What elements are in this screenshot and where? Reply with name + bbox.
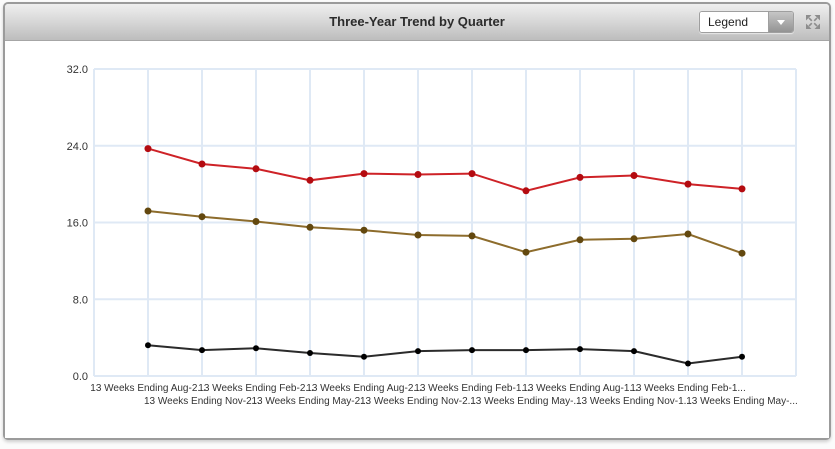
x-axis-tick-label: 13 Weeks Ending Feb-1... (414, 383, 529, 394)
black-series-data-point-marker[interactable] (523, 347, 529, 354)
x-axis-tick-label: 13 Weeks Ending Feb-2... (198, 383, 313, 394)
black-series-data-point-marker[interactable] (685, 360, 691, 367)
x-axis-tick-label: 13 Weeks Ending May-... (470, 396, 582, 407)
y-axis-tick-label: 8.0 (73, 294, 88, 306)
black-series-data-point-marker[interactable] (739, 353, 745, 360)
olive-series-line (147, 210, 743, 255)
y-axis-tick-label: 0.0 (73, 371, 88, 383)
black-series-data-point-marker[interactable] (361, 353, 367, 360)
olive-series-data-point-marker[interactable] (198, 213, 206, 221)
red-series-line (147, 147, 743, 192)
black-series-data-point-marker[interactable] (577, 346, 583, 353)
olive-series-data-point-marker[interactable] (360, 226, 368, 234)
chart-panel: Three-Year Trend by Quarter Legend (3, 2, 831, 440)
legend-dropdown[interactable]: Legend (699, 11, 794, 33)
red-series-data-point-marker[interactable] (738, 185, 746, 193)
x-axis-tick-label: 13 Weeks Ending Feb-1... (630, 383, 745, 394)
red-series-data-point-marker[interactable] (252, 165, 260, 173)
y-axis-tick-label: 16.0 (67, 218, 88, 230)
x-axis-tick-label: 13 Weeks Ending Aug-2... (90, 383, 205, 394)
olive-series-data-point-marker[interactable] (414, 231, 422, 239)
olive-series-data-point-marker[interactable] (144, 207, 152, 215)
x-axis-tick-label: 13 Weeks Ending Aug-2... (306, 383, 421, 394)
red-series-data-point-marker[interactable] (144, 145, 152, 153)
olive-series-data-point-marker[interactable] (576, 236, 584, 244)
x-axis-tick-label: 13 Weeks Ending Nov-2... (360, 396, 476, 407)
olive-series-data-point-marker[interactable] (468, 232, 476, 240)
olive-series-data-point-marker[interactable] (522, 248, 530, 256)
x-axis-tick-label: 13 Weeks Ending Nov-1... (576, 396, 692, 407)
legend-dropdown-button[interactable] (768, 12, 793, 32)
maximize-icon[interactable] (805, 14, 821, 30)
red-series-data-point-marker[interactable] (522, 187, 530, 195)
black-series-data-point-marker[interactable] (253, 345, 259, 352)
black-series-data-point-marker[interactable] (469, 347, 475, 354)
red-series-data-point-marker[interactable] (576, 173, 584, 181)
olive-series-data-point-marker[interactable] (306, 223, 314, 231)
red-series-data-point-marker[interactable] (306, 176, 314, 184)
chevron-down-icon (777, 19, 785, 25)
x-axis-tick-label: 13 Weeks Ending May-... (686, 396, 798, 407)
header-controls: Legend (699, 11, 821, 33)
red-series-data-point-marker[interactable] (468, 170, 476, 178)
chart-area: 0.0 8.0 16.0 24.0 32.0 13 Weeks Ending Aug-2.… (5, 41, 829, 438)
x-axis-tick-label: 13 Weeks Ending May-2... (251, 396, 368, 407)
red-series-data-point-marker[interactable] (630, 172, 638, 179)
black-series-data-point-marker[interactable] (631, 348, 637, 355)
y-axis-tick-label: 32.0 (67, 64, 88, 76)
red-series-data-point-marker[interactable] (198, 160, 206, 168)
chart-header: Three-Year Trend by Quarter Legend (5, 4, 829, 41)
y-axis-tick-label: 24.0 (67, 141, 88, 153)
chart-title: Three-Year Trend by Quarter (329, 14, 505, 29)
red-series-data-point-marker[interactable] (684, 180, 692, 188)
black-series-data-point-marker[interactable] (199, 347, 205, 354)
olive-series-data-point-marker[interactable] (630, 235, 638, 243)
black-series-line (147, 344, 743, 365)
red-series-data-point-marker[interactable] (414, 171, 422, 178)
red-series-data-point-marker[interactable] (360, 170, 368, 178)
line-chart: 0.0 8.0 16.0 24.0 32.0 13 Weeks Ending Aug-2.… (67, 64, 798, 407)
legend-dropdown-label: Legend (700, 12, 768, 32)
x-axis-tick-label: 13 Weeks Ending Nov-2... (144, 396, 260, 407)
black-series-data-point-marker[interactable] (145, 342, 151, 349)
black-series-data-point-marker[interactable] (415, 348, 421, 355)
black-series-data-point-marker[interactable] (307, 350, 313, 356)
x-axis-tick-label: 13 Weeks Ending Aug-1... (522, 383, 637, 394)
olive-series-data-point-marker[interactable] (252, 218, 260, 225)
olive-series-data-point-marker[interactable] (684, 230, 692, 238)
olive-series-data-point-marker[interactable] (738, 249, 746, 257)
